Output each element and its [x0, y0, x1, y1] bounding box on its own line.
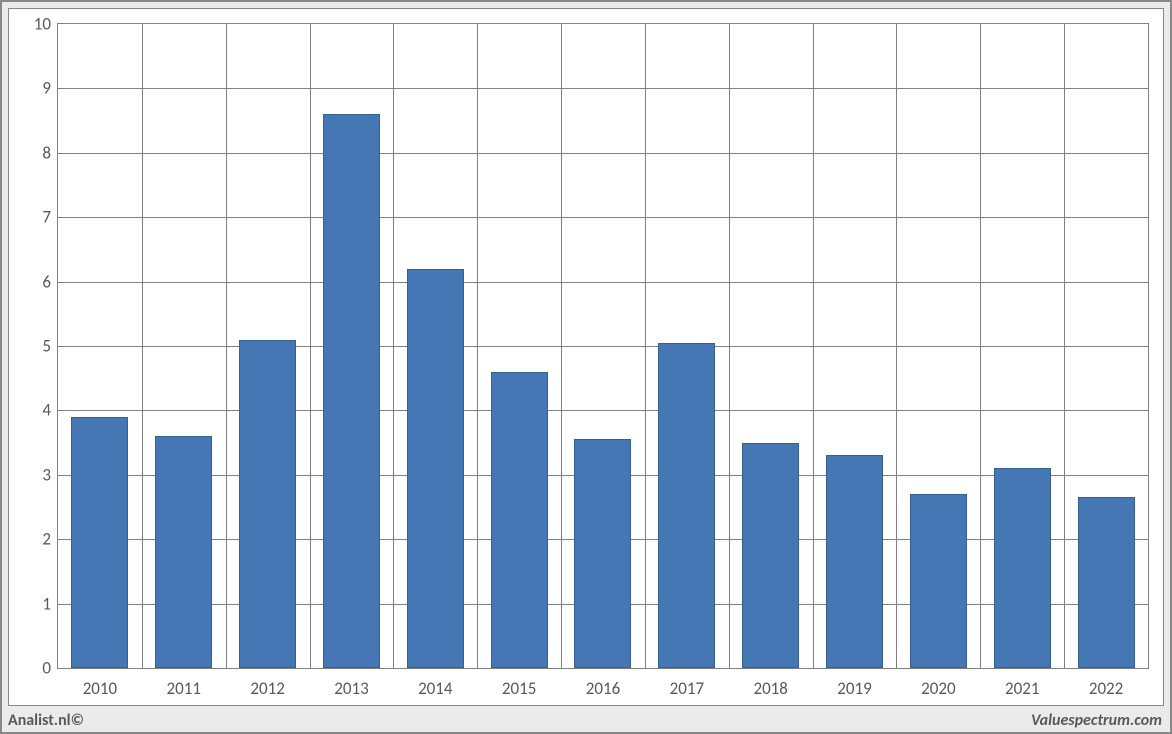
x-tick-label: 2020: [921, 678, 955, 699]
footer-left: Analist.nl©: [8, 711, 84, 730]
x-tick-label: 2013: [334, 678, 368, 699]
gridline-v: [310, 24, 311, 668]
bar: [239, 340, 296, 668]
bar: [826, 455, 883, 668]
y-tick-label: 1: [9, 593, 51, 614]
gridline-v: [142, 24, 143, 668]
x-tick-label: 2021: [1005, 678, 1039, 699]
footer-right: Valuespectrum.com: [1031, 711, 1162, 730]
chart-frame: 0 1 2 3 4 5 6 7 8 9 10 2010 2011 2012 2013 2014 2015 2016…: [0, 0, 1172, 734]
x-tick-label: 2014: [418, 678, 452, 699]
bar: [71, 417, 128, 668]
bar: [1078, 497, 1135, 668]
x-tick-label: 2015: [502, 678, 536, 699]
plot-area: [57, 23, 1149, 669]
gridline-h: [58, 88, 1148, 89]
x-tick-label: 2011: [167, 678, 201, 699]
y-tick-label: 2: [9, 529, 51, 550]
bar: [742, 443, 799, 668]
x-tick-label: 2012: [250, 678, 284, 699]
gridline-h: [58, 346, 1148, 347]
gridline-v: [980, 24, 981, 668]
bar: [658, 343, 715, 668]
y-tick-label: 10: [9, 14, 51, 35]
gridline-v: [813, 24, 814, 668]
x-tick-label: 2019: [837, 678, 871, 699]
y-tick-label: 4: [9, 400, 51, 421]
y-tick-label: 7: [9, 207, 51, 228]
bar: [491, 372, 548, 668]
x-tick-label: 2022: [1089, 678, 1123, 699]
gridline-v: [1064, 24, 1065, 668]
gridline-v: [645, 24, 646, 668]
gridline-h: [58, 153, 1148, 154]
gridline-v: [729, 24, 730, 668]
gridline-h: [58, 217, 1148, 218]
gridline-h: [58, 410, 1148, 411]
bar: [910, 494, 967, 668]
y-tick-label: 5: [9, 336, 51, 357]
x-tick-label: 2018: [753, 678, 787, 699]
gridline-v: [896, 24, 897, 668]
gridline-h: [58, 282, 1148, 283]
bar: [155, 436, 212, 668]
gridline-v: [561, 24, 562, 668]
y-tick-label: 0: [9, 658, 51, 679]
y-tick-label: 9: [9, 78, 51, 99]
y-tick-label: 6: [9, 271, 51, 292]
chart-panel: 0 1 2 3 4 5 6 7 8 9 10 2010 2011 2012 2013 2014 2015 2016…: [8, 8, 1164, 706]
bar: [574, 439, 631, 668]
gridline-v: [477, 24, 478, 668]
bar: [407, 269, 464, 668]
x-tick-label: 2017: [670, 678, 704, 699]
x-tick-label: 2016: [586, 678, 620, 699]
x-tick-label: 2010: [83, 678, 117, 699]
bar: [994, 468, 1051, 668]
bar: [323, 114, 380, 668]
y-tick-label: 8: [9, 142, 51, 163]
y-tick-label: 3: [9, 464, 51, 485]
gridline-v: [393, 24, 394, 668]
gridline-v: [226, 24, 227, 668]
